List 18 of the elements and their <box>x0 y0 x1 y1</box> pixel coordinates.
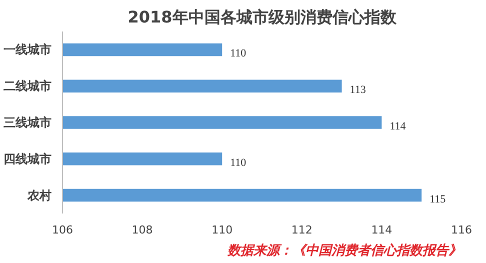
x-tick-label: 110 <box>212 224 233 236</box>
x-tick-label: 106 <box>52 224 73 236</box>
data-label: 115 <box>430 193 446 206</box>
data-label: 113 <box>350 84 366 96</box>
data-label: 110 <box>230 156 247 169</box>
data-label: 110 <box>230 48 247 60</box>
x-tick-label: 108 <box>132 224 153 236</box>
x-tick-label: 112 <box>291 224 312 236</box>
x-tick-label: 116 <box>451 224 472 236</box>
data-label: 114 <box>390 120 406 132</box>
x-tick-label: 114 <box>371 224 392 236</box>
source-note: 数据来源：《中国消费者信心指数报告》 <box>226 242 462 258</box>
y-tick-label: 三线城市 <box>4 116 52 130</box>
y-tick-label: 农村 <box>26 188 52 202</box>
y-tick-label: 二线城市 <box>4 79 52 94</box>
y-tick-label: 一线城市 <box>4 42 52 57</box>
y-tick-label: 四线城市 <box>4 152 52 166</box>
chart-title: 2018年中国各城市级别消费信心指数 <box>128 8 398 26</box>
